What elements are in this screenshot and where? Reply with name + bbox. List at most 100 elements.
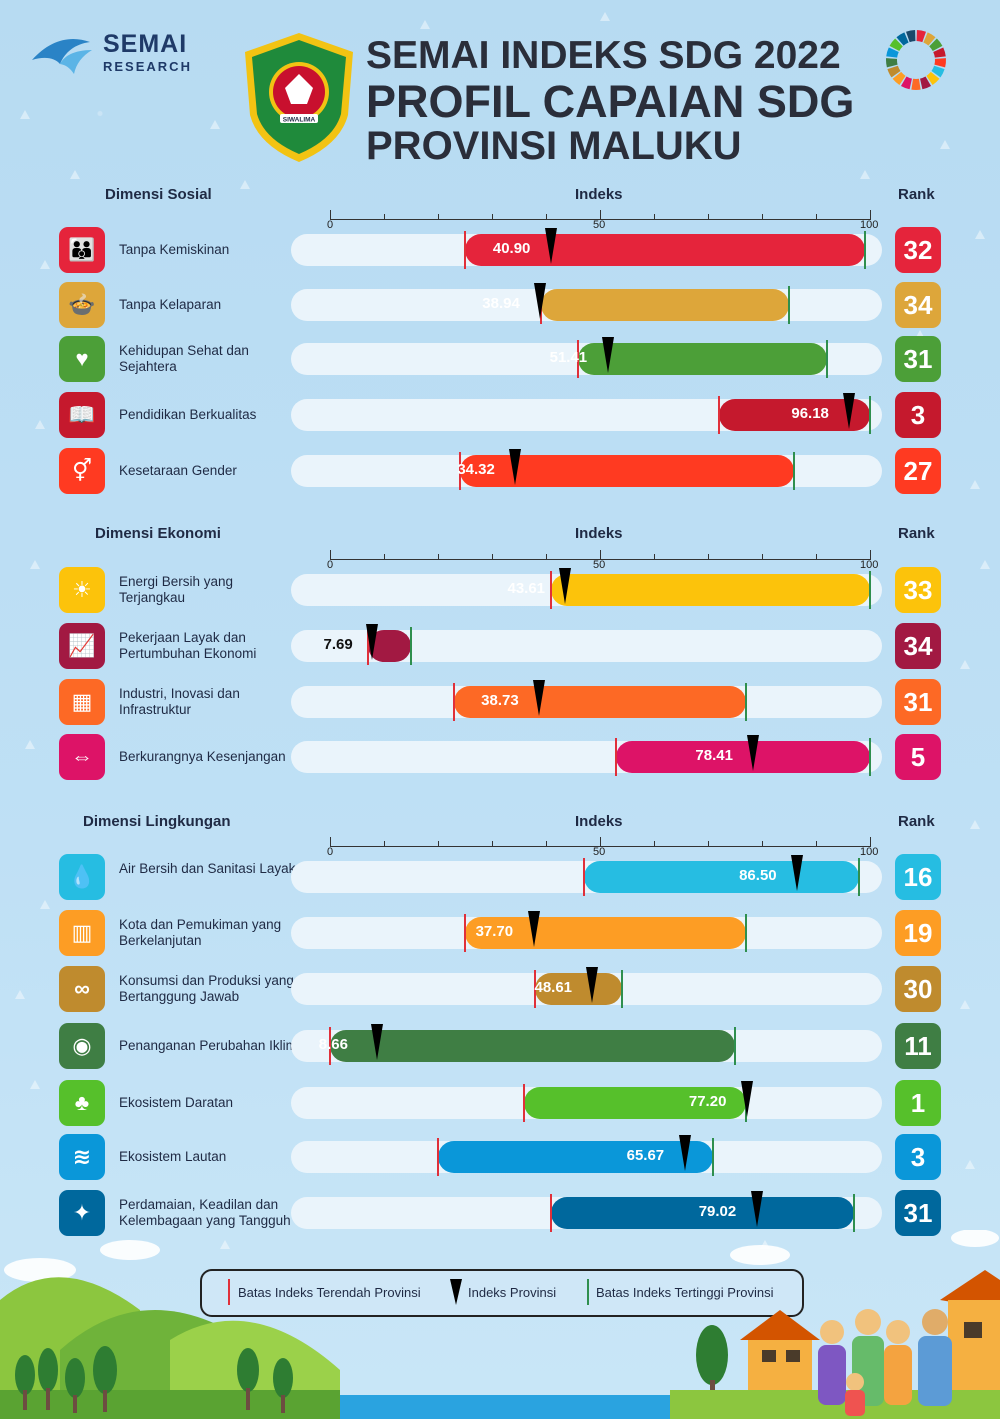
rank-badge: 33 — [895, 567, 941, 613]
bar-value-label: 34.32 — [457, 461, 495, 478]
sdg-label: Kesetaraan Gender — [119, 463, 237, 478]
x-axis — [330, 545, 871, 560]
background-triangle — [35, 420, 45, 429]
axis-tick — [654, 214, 655, 220]
rank-header: Rank — [898, 525, 935, 542]
sdg-row: ✦ Perdamaian, Keadilan dan Kelembagaan ya… — [0, 1190, 1000, 1236]
sdg-label: Berkurangnya Kesenjangan — [119, 749, 286, 764]
semai-logo — [32, 39, 92, 74]
axis-tick — [330, 837, 331, 847]
min-marker — [717, 396, 720, 434]
rank-badge: 31 — [895, 679, 941, 725]
axis-tick — [492, 214, 493, 220]
eye-icon: ◉ — [59, 1023, 105, 1069]
background-triangle — [240, 180, 250, 189]
book-icon: 📖 — [59, 392, 105, 438]
background-triangle — [30, 1080, 40, 1089]
legend-max-label: Batas Indeks Tertinggi Provinsi — [596, 1285, 774, 1300]
max-marker — [869, 571, 871, 609]
sdg-row: ♥ Kehidupan Sehat dan Sejahtera 51.41 31 — [0, 336, 1000, 382]
bar-range — [454, 686, 746, 718]
axis-tick-label: 50 — [593, 559, 606, 571]
sdg-label: Pekerjaan Layak dan Pertumbuhan Ekonomi — [119, 630, 257, 661]
max-marker — [825, 340, 828, 378]
background-triangle — [970, 480, 980, 489]
bar-value-label: 78.41 — [695, 747, 733, 764]
sdg-row: ◉ Penanganan Perubahan Iklim 8.66 11 — [0, 1023, 1000, 1069]
axis-tick — [762, 214, 763, 220]
province-index-marker — [534, 283, 547, 319]
bar-value-label: 37.70 — [475, 923, 514, 940]
title-line-1: SEMAI INDEKS SDG 2022 — [366, 34, 841, 77]
background-triangle — [940, 140, 950, 149]
max-marker — [852, 1194, 855, 1232]
axis-tick-label: 100 — [860, 559, 879, 571]
title-line-3: PROVINSI MALUKU — [366, 124, 742, 168]
axis-tick — [762, 841, 763, 847]
background-triangle — [860, 170, 870, 179]
sdg-wheel-segment — [887, 65, 901, 78]
sdg-row: 👪 Tanpa Kemiskinan 40.90 32 — [0, 227, 1000, 273]
bar-range — [524, 1087, 746, 1119]
sdg-wheel-segment — [923, 32, 936, 46]
rank-header: Rank — [898, 813, 935, 830]
bar-value-label: 48.61 — [534, 979, 573, 996]
sdg-wheel-icon — [886, 30, 946, 90]
min-marker — [458, 452, 461, 490]
axis-tick — [384, 841, 385, 847]
axis-tick-label: 50 — [593, 219, 606, 231]
sdg-label: Ekosistem Lautan — [119, 1149, 227, 1164]
min-marker — [550, 1194, 553, 1232]
rank-badge: 34 — [895, 623, 941, 669]
rank-badge: 5 — [895, 734, 941, 780]
gender-icon: ⚥ — [59, 448, 105, 494]
sdg-row: ∞ Konsumsi dan Produksi yang Bertanggung … — [0, 966, 1000, 1012]
sdg-wheel-segment — [906, 30, 916, 43]
rank-badge: 32 — [895, 227, 941, 273]
bar-range — [330, 1030, 735, 1062]
max-marker — [734, 1027, 736, 1065]
legend-min-label: Batas Indeks Terendah Provinsi — [238, 1285, 421, 1300]
background-triangle — [25, 740, 35, 749]
bar-value-label: 79.02 — [698, 1203, 737, 1220]
axis-tick — [600, 837, 601, 847]
sdg-label: Industri, Inovasi dan Infrastruktur — [119, 686, 240, 717]
min-marker — [577, 340, 580, 378]
axis-tick-label: 100 — [860, 219, 879, 231]
background-triangle — [420, 20, 430, 29]
min-marker — [329, 1027, 331, 1065]
sdg-label: Kota dan Pemukiman yang Berkelanjutan — [119, 917, 282, 948]
province-index-marker — [533, 680, 546, 716]
background-triangle — [600, 12, 610, 21]
sdg-wheel-segment — [920, 76, 932, 90]
sdg-wheel-segment — [934, 58, 946, 68]
axis-tick — [492, 554, 493, 560]
axis-tick — [816, 554, 817, 560]
sdg-label: Penanganan Perubahan Iklim — [119, 1038, 297, 1053]
landscape-illustration — [0, 1230, 1000, 1419]
axis-tick-label: 0 — [327, 846, 334, 858]
brand-subtitle: RESEARCH — [103, 59, 192, 74]
bar-value-label: 65.67 — [626, 1147, 665, 1164]
bar-range — [535, 973, 622, 1005]
max-marker — [744, 914, 747, 952]
sdg-wheel-segment — [926, 71, 940, 86]
axis-tick — [708, 841, 709, 847]
min-marker — [615, 738, 618, 776]
max-marker — [869, 396, 871, 434]
arrows-icon: ⇔ — [59, 734, 105, 780]
bar-range — [551, 574, 870, 606]
rank-badge: 30 — [895, 966, 941, 1012]
max-marker — [788, 286, 790, 324]
background-triangle — [15, 990, 25, 999]
bar-value-label: 86.50 — [739, 867, 777, 884]
sdg-label: Konsumsi dan Produksi yang Bertanggung J… — [119, 973, 294, 1004]
max-marker — [620, 970, 623, 1008]
background-triangle — [915, 330, 925, 339]
axis-tick — [762, 554, 763, 560]
axis-tick — [870, 837, 871, 847]
sdg-wheel-segment — [896, 32, 909, 46]
axis-tick — [384, 554, 385, 560]
axis-tick — [438, 841, 439, 847]
sdg-wheel-segment — [889, 38, 903, 52]
